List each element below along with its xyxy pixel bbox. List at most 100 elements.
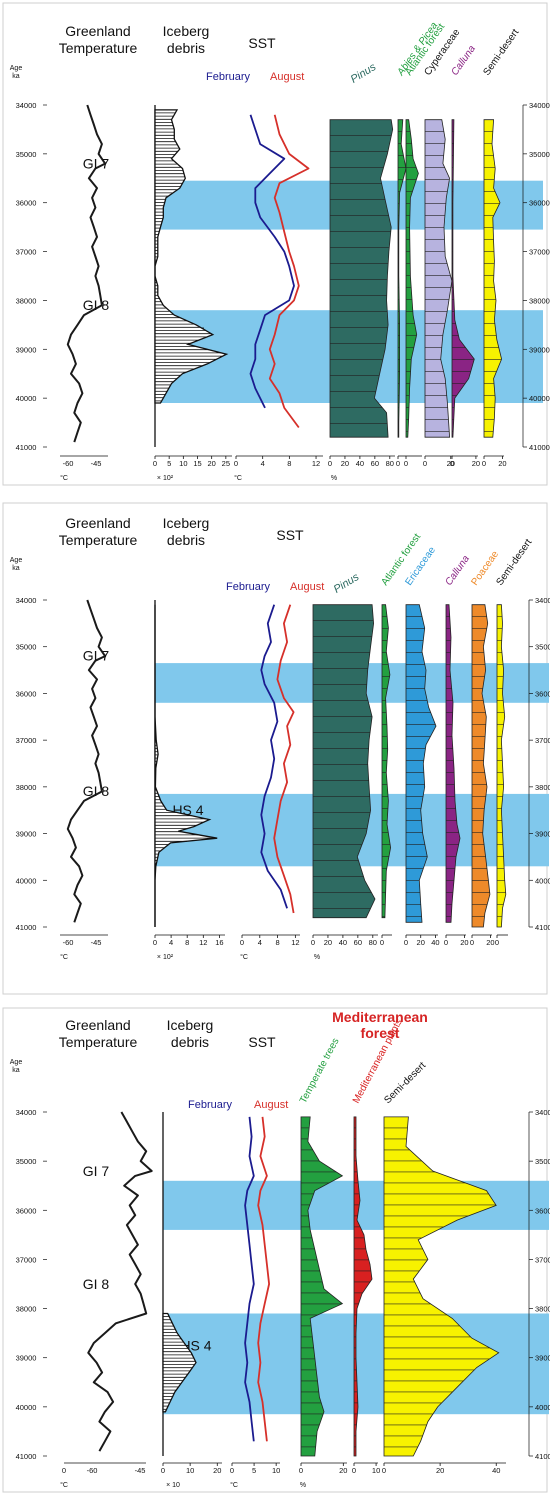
temperature-line [66,599,107,923]
mediterranean-title: Mediterranean [332,1009,428,1025]
age-tick-label-right: 37000 [535,1255,550,1264]
ice-tick-label: 16 [215,938,223,947]
pollen-cyperaceae-tick-label: 0 [423,459,427,468]
ice-tick-label: 15 [193,459,201,468]
age-tick-label: 35000 [16,1157,37,1166]
iceberg-title: Iceberg [163,23,210,39]
age-tick-label: 39000 [16,830,37,839]
pollen-ericaceae-tick-label: 40 [431,938,439,947]
gi-annotation: GI 7 [83,648,110,664]
pollen-area-calluna [445,604,461,923]
temperate-tick-label: 0 [299,1466,303,1475]
sst-february-line [244,1116,255,1442]
pollen-abies-tick-label: 0 [396,459,400,468]
pollen-poaceae-tick-label: 20 [486,938,494,947]
age-tick-label-right: 38000 [529,296,550,305]
pollen-calluna-tick-label: 20 [460,938,468,947]
ice-tick-label: 10 [179,459,187,468]
age-tick-label: 39000 [16,1354,37,1363]
pinus-tick-label: 80 [369,938,377,947]
age-tick-label: 36000 [16,199,37,208]
age-tick-label-right: 35000 [535,1157,550,1166]
sst-tick-label: 0 [230,1466,234,1475]
sst-unit: °C [234,474,242,482]
age-tick-label: 38000 [16,783,37,792]
age-tick-label: 36000 [16,1206,37,1215]
sst-unit: °C [240,953,248,961]
temp-unit: °C [60,953,68,961]
pinus-name: Pinus [349,61,379,86]
pollen-area-semidesert [496,604,507,928]
pollen-ericaceae-tick-label: 0 [404,938,408,947]
semidesert-tick-label: 0 [382,1466,386,1475]
age-tick-label: 39000 [16,345,37,354]
august-legend: August [290,581,324,593]
semi-desert-area [383,1116,500,1457]
temp-tick-label: -60 [63,938,74,947]
panel-frame [2,502,548,995]
pinus-tick-label: 60 [371,459,379,468]
age-tick-label-right: 41000 [535,923,550,932]
pollen-semidesert-tick-label: 0 [482,459,486,468]
february-legend: February [226,581,271,593]
iceberg-title: debris [171,1034,209,1050]
sst-tick-label: 12 [291,938,299,947]
pinus-tick-label: 40 [339,938,347,947]
temp-tick-label: -60 [63,459,74,468]
age-tick-label-right: 40000 [535,1403,550,1412]
temperate-tick-label: 20 [339,1466,347,1475]
sst-august-line [273,604,295,914]
pinus-tick-label: 60 [354,938,362,947]
ice-tick-label: 20 [208,459,216,468]
pollen-calluna-tick-label: 20 [472,459,480,468]
ice-tick-label: 20 [213,1466,221,1475]
ice-tick-label: 0 [161,1466,165,1475]
pollen-name-semidesert: Semi-desert [494,537,534,588]
pinus-tick-label: 20 [324,938,332,947]
temperate-trees-area [300,1116,344,1457]
pinus-tick-label: 0 [311,938,315,947]
ice-unit: × 10² [157,475,174,482]
mediterranean-title: forest [361,1025,400,1041]
iceberg-title: Iceberg [167,1017,214,1033]
age-tick-label-right: 39000 [529,345,550,354]
pollen-name-temperate: Temperate trees [298,1036,342,1105]
sst-tick-label: 5 [252,1466,256,1475]
panel-frame [2,2,548,486]
temp-tick-label: -45 [135,1466,146,1475]
sst-tick-label: 12 [312,459,320,468]
pollen-semidesert-tick-label: 0 [495,938,499,947]
age-label: Age [10,557,23,564]
august-legend: August [254,1099,288,1111]
age-tick-label-right: 37000 [529,248,550,257]
sst-tick-label: 4 [258,938,262,947]
age-tick-label-right: 36000 [535,1206,550,1215]
temp-unit: °C [60,1481,68,1489]
age-tick-label: 41000 [16,923,37,932]
pinus-area [329,119,394,438]
temp-tick-label: -60 [87,1466,98,1475]
age-tick-label: 36000 [16,689,37,698]
age-tick-label-right: 38000 [535,783,550,792]
age-tick-label-right: 34000 [529,101,550,110]
age-tick-label: 37000 [16,1255,37,1264]
ice-tick-label: 10 [186,1466,194,1475]
age-tick-label: 40000 [16,1403,37,1412]
pinus-tick-label: 40 [356,459,364,468]
age-tick-label: 35000 [16,643,37,652]
gi-annotation: GI 8 [83,297,110,313]
age-tick-label: 40000 [16,394,37,403]
age-tick-label-right: 40000 [529,394,550,403]
age-tick-label: 41000 [16,1452,37,1461]
pollen-calluna-tick-label: 0 [444,938,448,947]
pinus-tick-label: 20 [341,459,349,468]
pollen-area-poaceae [471,604,491,928]
august-legend: August [270,71,304,83]
age-tick-label: 38000 [16,1305,37,1314]
age-label: Age [10,1059,23,1066]
pollen-semidesert-tick-label: 20 [498,459,506,468]
pct-unit: % [314,954,320,961]
sst-tick-label: 8 [275,938,279,947]
temperature-line [87,1111,153,1452]
pinus-tick-label: 0 [328,459,332,468]
